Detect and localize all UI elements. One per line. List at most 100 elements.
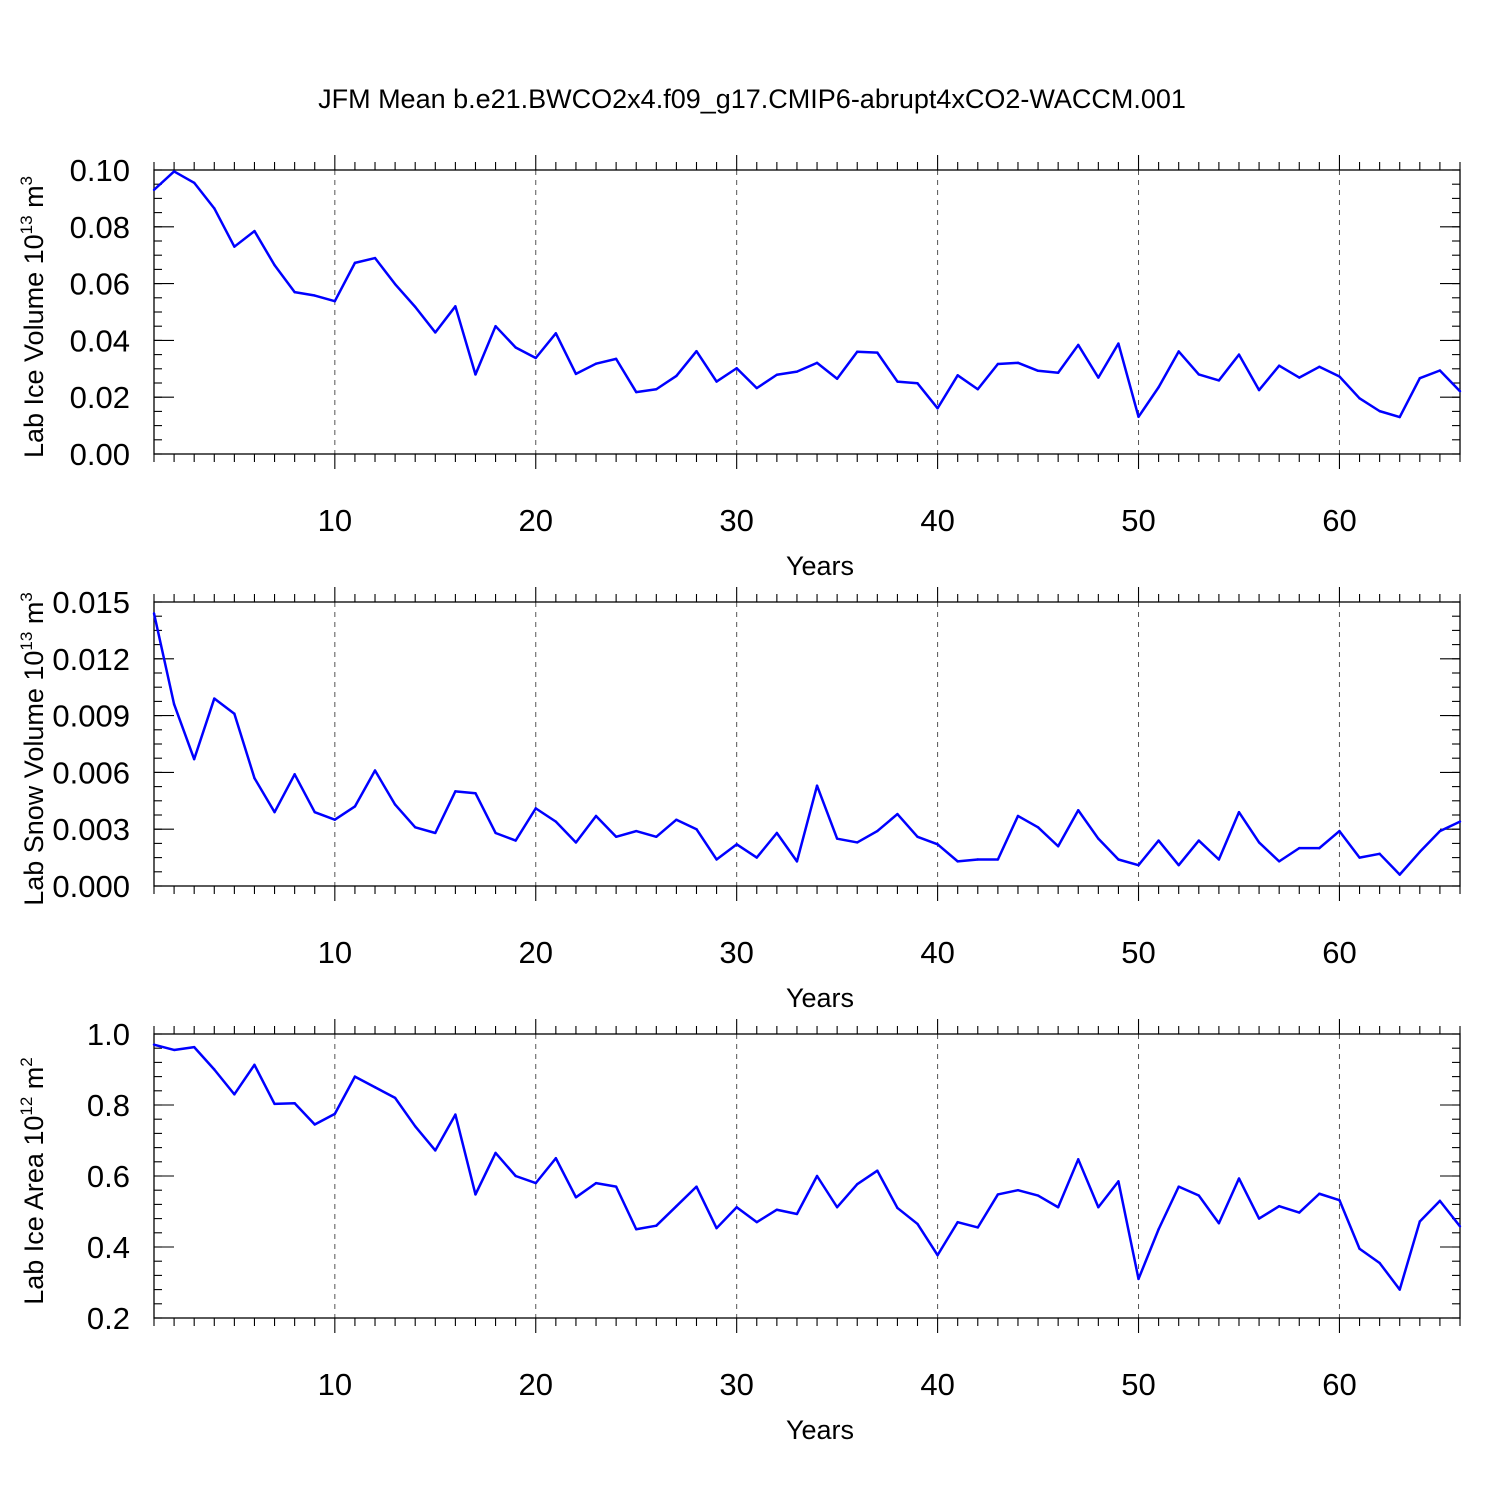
- data-point: [835, 377, 839, 380]
- data-point: [333, 818, 337, 821]
- y-tick-label: 0.08: [70, 210, 130, 245]
- data-point: [373, 1086, 377, 1089]
- data-point: [1097, 1206, 1100, 1209]
- data-point: [1378, 852, 1381, 856]
- data-point: [454, 1113, 457, 1116]
- x-tick-label: 10: [318, 503, 352, 538]
- data-point: [1458, 820, 1462, 823]
- x-tick-label: 60: [1322, 935, 1356, 970]
- data-point: [675, 818, 678, 821]
- data-point: [1217, 1222, 1221, 1225]
- y-tick-label: 1.0: [87, 1017, 130, 1052]
- data-point: [313, 810, 316, 814]
- data-point: [1257, 388, 1261, 392]
- data-point: [594, 362, 598, 365]
- data-point: [614, 357, 618, 361]
- y-tick-label: 0.8: [87, 1088, 130, 1123]
- y-axis-label: Lab Snow Volume 1013 m3: [17, 592, 49, 906]
- data-point: [835, 837, 839, 840]
- data-point: [1318, 846, 1321, 850]
- data-point: [494, 1151, 497, 1155]
- x-tick-label: 20: [519, 1367, 553, 1402]
- x-tick-label: 60: [1322, 503, 1356, 538]
- data-point: [795, 370, 799, 373]
- data-point: [614, 835, 618, 838]
- data-point: [1277, 364, 1281, 367]
- y-tick-label: 0.006: [52, 755, 130, 790]
- x-axis-label: Years: [786, 1415, 854, 1445]
- x-tick-label: 30: [719, 1367, 753, 1402]
- panel-1: 0.00 0.02 0.04 0.06 0.08 0.10 10 20 30 40 50 60 Year…: [17, 153, 1462, 581]
- data-point: [1016, 361, 1020, 365]
- data-point: [172, 170, 176, 173]
- data-point: [1016, 814, 1020, 818]
- y-tick-label: 0.003: [52, 812, 130, 847]
- data-point: [695, 349, 698, 353]
- data-point: [373, 769, 377, 772]
- data-point: [936, 407, 939, 410]
- data-point: [454, 790, 457, 793]
- data-point: [996, 1193, 1000, 1196]
- data-point: [454, 305, 457, 308]
- data-point: [1177, 1185, 1180, 1188]
- y-axis-label-exponent: 13: [17, 215, 36, 234]
- data-point: [192, 181, 196, 184]
- data-point: [152, 1043, 156, 1046]
- data-point: [876, 351, 879, 354]
- data-point: [1438, 369, 1442, 372]
- y-axis-label-exponent: 13: [17, 632, 36, 651]
- data-point: [1418, 850, 1422, 854]
- data-point: [1438, 829, 1442, 833]
- data-point: [876, 829, 879, 833]
- x-tick-label: 30: [719, 503, 753, 538]
- data-point: [896, 1206, 899, 1210]
- data-point: [916, 835, 919, 838]
- data-point: [876, 1169, 879, 1172]
- data-point: [695, 1185, 698, 1188]
- data-point: [1418, 1220, 1422, 1223]
- data-point: [1077, 809, 1080, 812]
- panel-3: 0.2 0.4 0.6 0.8 1.0 10 20 30 40 50 60 Years Lab Ice …: [17, 1017, 1462, 1445]
- y-axis-label-main: Lab Snow Volume 10: [19, 651, 49, 906]
- y-axis-label-exponent: 12: [17, 1097, 36, 1116]
- data-point: [554, 332, 558, 335]
- data-point: [1378, 1261, 1381, 1265]
- data-point: [1237, 810, 1241, 814]
- data-point: [1077, 343, 1080, 347]
- data-point: [1077, 1158, 1080, 1161]
- data-point: [1438, 1199, 1442, 1203]
- data-point: [574, 841, 578, 844]
- data-point: [494, 831, 497, 835]
- x-tick-label: 40: [920, 503, 954, 538]
- data-point: [313, 294, 316, 297]
- x-axis-label: Years: [786, 551, 854, 581]
- data-point: [856, 841, 859, 844]
- data-point: [192, 757, 196, 761]
- data-point: [1257, 1217, 1261, 1220]
- data-point: [1378, 409, 1381, 413]
- data-point: [253, 229, 256, 233]
- data-point: [1277, 860, 1281, 863]
- data-point: [735, 367, 738, 370]
- y-axis-label-unit: m: [19, 185, 49, 215]
- x-tick-label: 10: [318, 935, 352, 970]
- x-tick-label: 40: [920, 1367, 954, 1402]
- data-point: [1157, 839, 1160, 842]
- x-axis-label: Years: [786, 983, 854, 1013]
- data-point: [514, 839, 517, 842]
- data-point: [1056, 371, 1060, 374]
- data-point: [414, 826, 417, 829]
- y-tick-label: 0.012: [52, 642, 130, 677]
- y-tick-label: 0.02: [70, 380, 130, 415]
- data-point: [896, 380, 899, 383]
- data-point: [675, 374, 678, 378]
- data-point: [353, 1075, 357, 1078]
- data-point: [1197, 373, 1201, 376]
- data-point: [1197, 839, 1201, 842]
- data-point: [755, 386, 758, 390]
- y-tick-label: 0.6: [87, 1159, 130, 1194]
- data-point: [1097, 376, 1100, 379]
- data-point: [916, 382, 919, 385]
- y-axis-label-main: Lab Ice Volume 10: [19, 234, 49, 458]
- series-line: [152, 613, 1461, 876]
